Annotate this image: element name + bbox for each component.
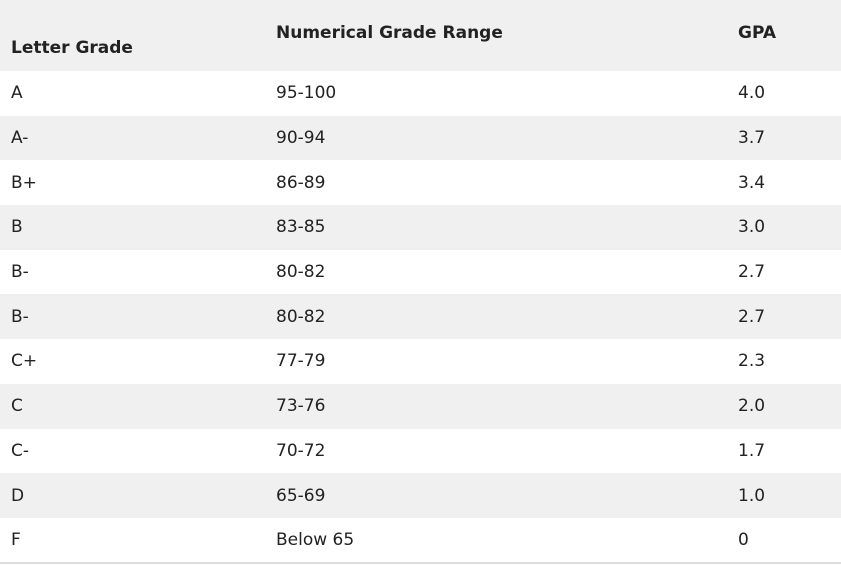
table-row: B+ 86-89 3.4 <box>0 160 841 206</box>
cell-gpa: 3.0 <box>738 217 766 238</box>
cell-grade-range: 73-76 <box>276 396 326 417</box>
cell-gpa: 3.4 <box>738 172 766 193</box>
header-letter-grade: Letter Grade <box>11 38 133 58</box>
table-row: A 95-100 4.0 <box>0 71 841 116</box>
cell-letter-grade: F <box>11 529 21 550</box>
table-header: Letter Grade Numerical Grade Range GPA <box>0 0 841 71</box>
cell-grade-range: 77-79 <box>276 351 326 372</box>
header-gpa: GPA <box>738 23 777 43</box>
table-body: A 95-100 4.0 A- 90-94 3.7 B+ 86-89 3.4 B… <box>0 71 841 563</box>
cell-gpa: 2.7 <box>738 306 766 327</box>
cell-letter-grade: A- <box>11 128 29 149</box>
cell-grade-range: 83-85 <box>276 217 326 238</box>
cell-letter-grade: B <box>11 217 23 238</box>
table-row: B 83-85 3.0 <box>0 205 841 250</box>
cell-letter-grade: C+ <box>11 351 38 372</box>
table-row: F Below 65 0 <box>0 517 841 563</box>
table-row: B- 80-82 2.7 <box>0 294 841 340</box>
cell-gpa: 3.7 <box>738 128 766 149</box>
cell-letter-grade: D <box>11 485 25 506</box>
cell-letter-grade: C <box>11 396 23 417</box>
cell-gpa: 4.0 <box>738 83 766 104</box>
cell-gpa: 2.3 <box>738 351 766 372</box>
cell-grade-range: 90-94 <box>276 128 326 149</box>
header-row: Letter Grade Numerical Grade Range GPA <box>0 0 841 71</box>
header-numerical-grade-range: Numerical Grade Range <box>276 23 503 43</box>
table-row: C- 70-72 1.7 <box>0 428 841 474</box>
cell-gpa: 1.7 <box>738 440 766 461</box>
cell-gpa: 1.0 <box>738 485 766 506</box>
cell-gpa: 0 <box>738 529 749 550</box>
table-row: C+ 77-79 2.3 <box>0 339 841 384</box>
cell-letter-grade: B- <box>11 262 29 283</box>
table-row: B- 80-82 2.7 <box>0 249 841 295</box>
cell-gpa: 2.0 <box>738 396 766 417</box>
cell-letter-grade: A <box>11 83 23 104</box>
cell-grade-range: Below 65 <box>276 529 355 550</box>
cell-letter-grade: C- <box>11 440 30 461</box>
cell-letter-grade: B+ <box>11 172 37 193</box>
cell-grade-range: 80-82 <box>276 306 326 327</box>
table-row: D 65-69 1.0 <box>0 473 841 518</box>
table-row: C 73-76 2.0 <box>0 383 841 429</box>
table-row: A- 90-94 3.7 <box>0 115 841 161</box>
cell-grade-range: 86-89 <box>276 172 326 193</box>
cell-grade-range: 95-100 <box>276 83 337 104</box>
cell-gpa: 2.7 <box>738 262 766 283</box>
cell-letter-grade: B- <box>11 306 29 327</box>
cell-grade-range: 65-69 <box>276 485 326 506</box>
cell-grade-range: 80-82 <box>276 262 326 283</box>
cell-grade-range: 70-72 <box>276 440 326 461</box>
